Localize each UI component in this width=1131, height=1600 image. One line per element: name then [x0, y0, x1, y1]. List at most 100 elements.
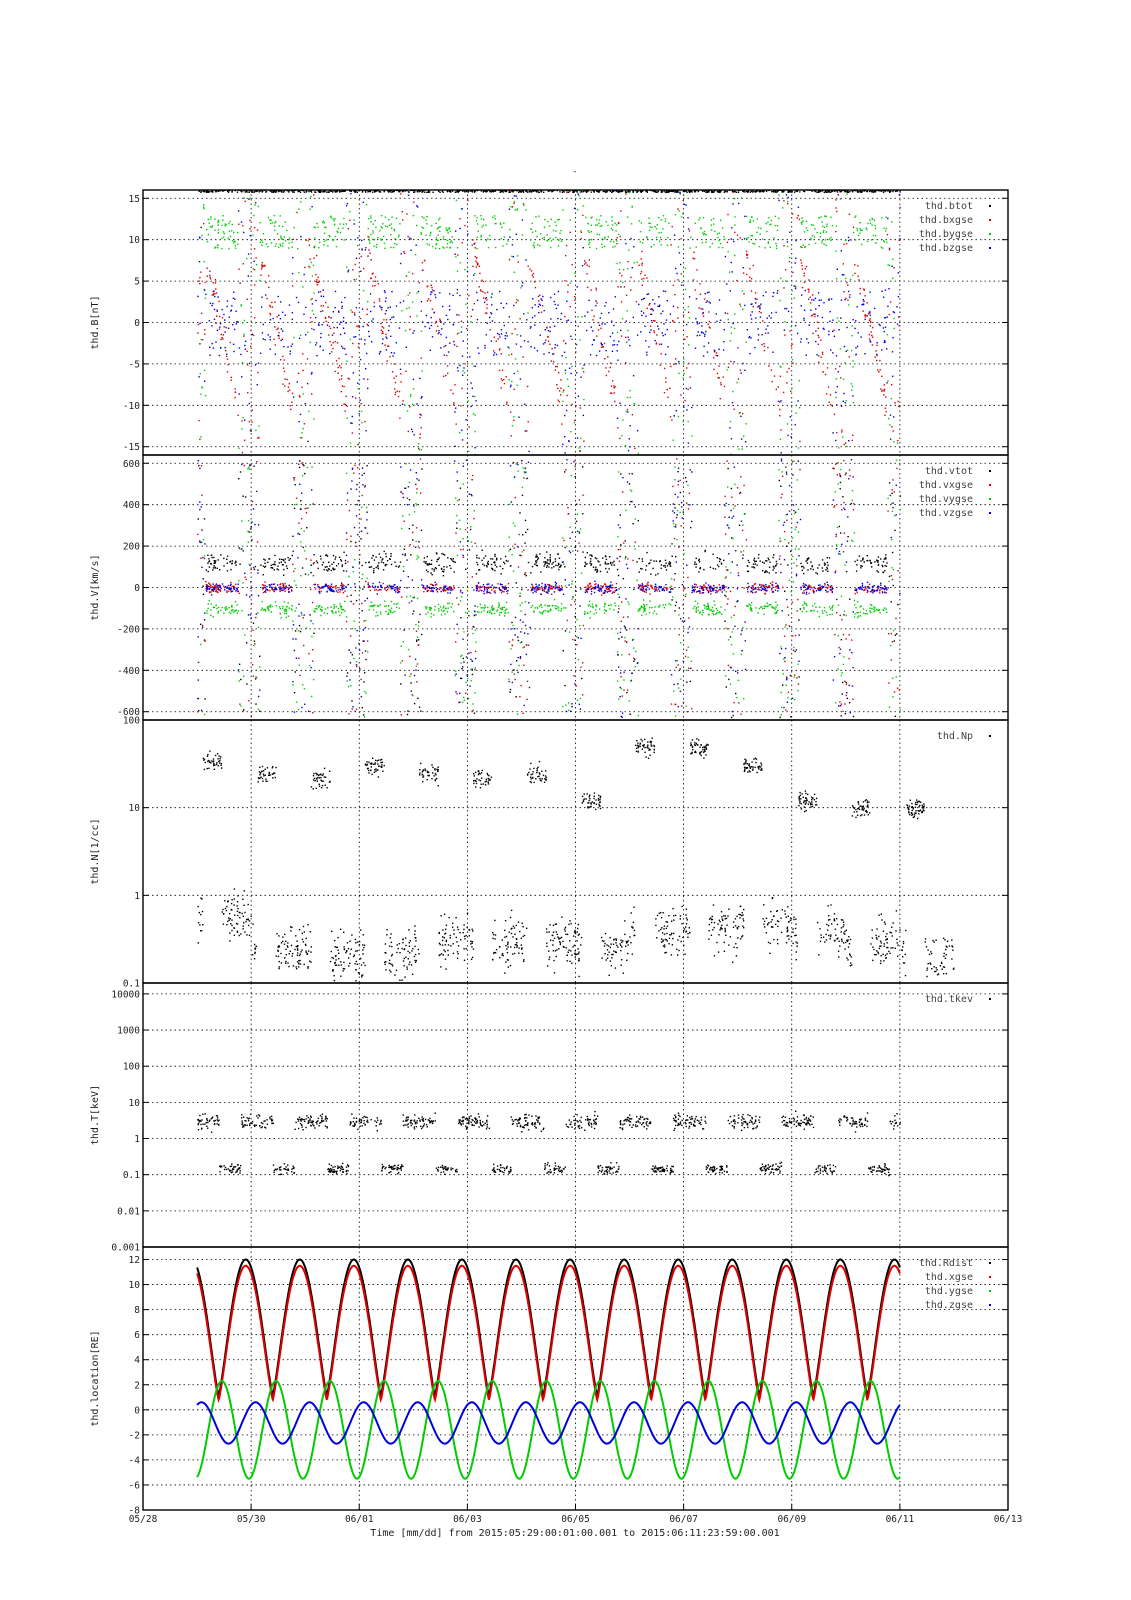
point-thd-bygse [681, 213, 684, 215]
point-thd-bzgse [680, 284, 683, 286]
point-thd-bzgse [832, 432, 834, 434]
point-thd-bxgse [332, 342, 334, 344]
point-thd-vtot [520, 641, 523, 643]
point-thd-vtot [433, 568, 435, 570]
point-thd-bygse [209, 226, 212, 228]
point-thd-bxgse [883, 390, 885, 392]
point-thd-bxgse [456, 345, 458, 347]
point-thd-btot [526, 190, 528, 193]
point-thd-bygse [350, 309, 352, 311]
point-thd-vtot [203, 619, 206, 621]
point-thd-vtot [412, 524, 414, 526]
point-thd-vtot [846, 697, 848, 700]
point-thd-bzgse [198, 376, 200, 378]
point-thd-bygse [480, 214, 482, 217]
point-thd-bzgse [608, 312, 610, 314]
point-thd-vxgse [843, 532, 846, 534]
point-thd-btot [273, 190, 275, 192]
point-thd-btot [676, 191, 678, 193]
y-tick-label: 10 [129, 235, 141, 246]
point-thd-bxgse [291, 285, 294, 287]
point-thd-bxgse [596, 302, 598, 304]
point-thd-bzgse [835, 439, 837, 442]
point-thd-btot [816, 191, 818, 193]
point-thd-bygse [539, 245, 541, 247]
point-thd-vtot [557, 553, 559, 555]
point-thd-btot [827, 191, 829, 193]
point-thd-bzgse [199, 322, 201, 325]
point-thd-bygse [217, 229, 220, 231]
point-thd-bygse [503, 222, 505, 224]
point-thd-vtot [350, 488, 352, 490]
point-thd-bxgse [813, 313, 815, 315]
point-thd-bzgse [269, 319, 272, 321]
point-thd-bzgse [224, 319, 226, 321]
point-thd-vxgse [488, 586, 490, 588]
point-thd-btot [353, 190, 355, 192]
point-thd-vtot [669, 565, 671, 567]
point-thd-vxgse [733, 614, 735, 617]
point-thd-vxgse [439, 587, 441, 589]
point-thd-vxgse [465, 692, 467, 694]
point-thd-bygse [310, 298, 312, 301]
point-thd-bxgse [674, 294, 676, 296]
point-thd-bxgse [522, 203, 525, 205]
point-thd-vtot [519, 595, 521, 597]
point-thd-bygse [861, 229, 863, 231]
point-thd-vtot [258, 710, 261, 712]
point-thd-bxgse [511, 190, 513, 193]
point-thd-bygse [559, 232, 561, 235]
point-thd-bygse [334, 235, 337, 238]
point-thd-vxgse [533, 587, 535, 589]
point-thd-bzgse [244, 344, 246, 347]
point-thd-bygse [216, 244, 219, 246]
point-thd-bygse [506, 243, 508, 245]
point-thd-bzgse [219, 326, 221, 328]
point-thd-vtot [848, 702, 851, 704]
point-thd-bygse [677, 415, 680, 418]
point-thd-btot [486, 190, 488, 192]
point-thd-bxgse [214, 293, 216, 295]
point-thd-bzgse [338, 311, 340, 313]
point-thd-btot [640, 190, 642, 193]
point-thd-bzgse [486, 322, 488, 324]
point-thd-bzgse [800, 338, 802, 340]
point-thd-bygse [390, 246, 392, 249]
point-thd-vtot [250, 617, 252, 620]
point-thd-vxgse [582, 694, 584, 696]
point-thd-vtot [536, 555, 538, 558]
point-thd-bygse [201, 387, 204, 389]
point-thd-btot [502, 191, 504, 193]
point-thd-btot [653, 190, 656, 193]
point-thd-bygse [384, 216, 386, 218]
point-thd-bzgse [580, 376, 582, 378]
point-thd-bygse [277, 246, 280, 248]
point-thd-bxgse [682, 314, 685, 316]
point-thd-bygse [507, 240, 509, 242]
point-thd-bygse [710, 224, 712, 226]
point-thd-bxgse [297, 372, 300, 374]
point-thd-btot [772, 190, 774, 193]
point-thd-bxgse [258, 436, 260, 439]
point-thd-btot [485, 191, 487, 193]
point-thd-bxgse [365, 247, 367, 249]
point-thd-bzgse [761, 334, 763, 336]
point-thd-bxgse [377, 283, 379, 285]
point-thd-bygse [568, 190, 570, 193]
point-thd-vtot [337, 563, 340, 565]
point-thd-vtot [669, 563, 671, 566]
point-thd-bzgse [797, 206, 800, 208]
point-thd-bxgse [609, 366, 611, 369]
point-thd-btot [343, 190, 345, 192]
point-thd-bygse [480, 218, 483, 220]
point-thd-bygse [314, 237, 316, 239]
point-thd-bygse [700, 227, 702, 230]
point-thd-bxgse [284, 378, 286, 380]
point-thd-vtot [641, 560, 644, 562]
point-thd-bzgse [244, 340, 247, 343]
point-thd-vxgse [686, 502, 688, 504]
point-thd-vtot [860, 565, 862, 567]
point-thd-bxgse [473, 302, 475, 305]
point-thd-bzgse [420, 397, 422, 399]
point-thd-bzgse [405, 346, 407, 348]
